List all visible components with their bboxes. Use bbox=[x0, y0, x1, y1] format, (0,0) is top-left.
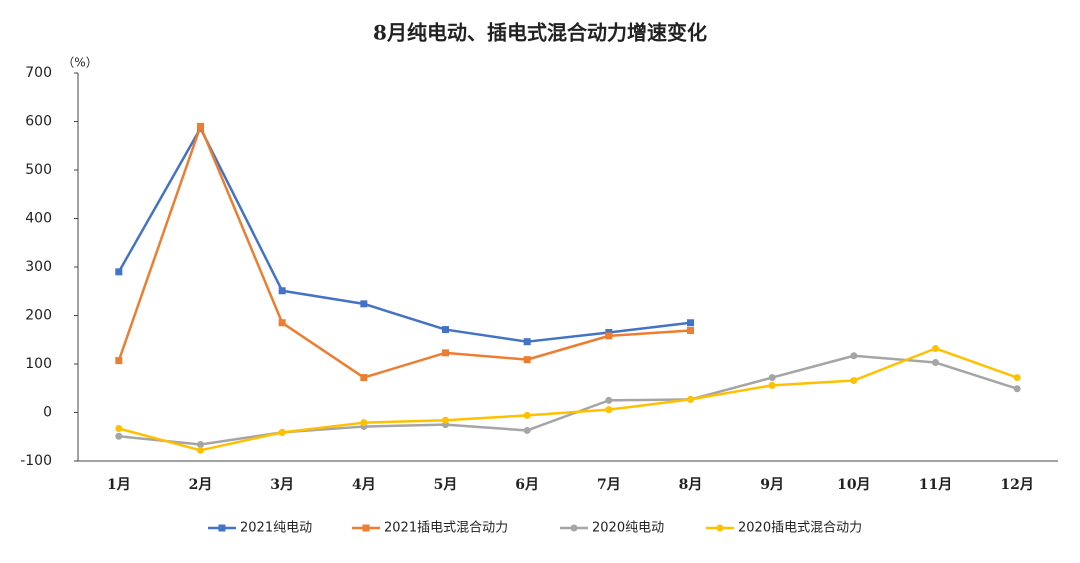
y-tick-label: 400 bbox=[25, 211, 52, 227]
x-tick-label: 12月 bbox=[1000, 477, 1033, 493]
point bbox=[1013, 385, 1021, 393]
y-tick-label: 600 bbox=[25, 114, 52, 130]
y-tick-label: 500 bbox=[25, 162, 52, 178]
y-tick-label: 0 bbox=[43, 405, 52, 421]
point bbox=[115, 432, 123, 440]
point bbox=[442, 416, 449, 424]
point bbox=[523, 356, 531, 364]
point bbox=[523, 411, 531, 419]
x-tick-label: 7月 bbox=[597, 477, 621, 493]
point bbox=[197, 122, 204, 130]
x-tick-label: 11月 bbox=[919, 477, 952, 493]
point bbox=[932, 344, 939, 352]
y-tick-label: 200 bbox=[25, 308, 52, 324]
x-tick-label: 10月 bbox=[837, 477, 870, 493]
point bbox=[687, 319, 694, 327]
point bbox=[278, 319, 286, 327]
x-tick-label: 9月 bbox=[760, 477, 784, 493]
point bbox=[687, 395, 694, 403]
x-tick-label: 4月 bbox=[352, 477, 376, 493]
legend-marker bbox=[362, 524, 370, 532]
legend-label: 2021纯电动 bbox=[240, 521, 312, 536]
point bbox=[360, 419, 368, 427]
y-tick-label: -100 bbox=[20, 453, 52, 469]
x-tick-label: 2月 bbox=[189, 477, 213, 493]
x-tick-label: 1月 bbox=[107, 477, 131, 493]
point bbox=[115, 268, 123, 276]
legend-label: 2021插电式混合动力 bbox=[384, 521, 508, 536]
point bbox=[850, 376, 858, 384]
point bbox=[442, 349, 449, 357]
point bbox=[768, 374, 776, 382]
legend-marker bbox=[570, 524, 578, 532]
legend-label: 2020纯电动 bbox=[592, 521, 664, 536]
legend-marker bbox=[716, 524, 724, 532]
series-line bbox=[117, 125, 691, 379]
series-line bbox=[117, 127, 691, 343]
series-line bbox=[118, 347, 1018, 452]
y-tick-label: 100 bbox=[25, 356, 52, 372]
point bbox=[523, 338, 531, 346]
legend-label: 2020插电式混合动力 bbox=[738, 521, 862, 536]
x-tick-label: 5月 bbox=[434, 477, 458, 493]
chart-title: 8月纯电动、插电式混合动力增速变化 bbox=[373, 21, 707, 45]
point bbox=[360, 374, 368, 382]
point bbox=[605, 332, 613, 340]
point bbox=[360, 300, 368, 308]
point bbox=[115, 357, 123, 365]
point bbox=[278, 428, 286, 436]
x-tick-label: 3月 bbox=[270, 477, 294, 493]
y-tick-label: 300 bbox=[25, 259, 52, 275]
y-unit: （%） bbox=[62, 56, 97, 70]
point bbox=[1013, 374, 1021, 382]
point bbox=[197, 446, 204, 454]
point bbox=[687, 327, 694, 335]
x-tick-label: 6月 bbox=[515, 477, 539, 493]
point bbox=[605, 396, 613, 404]
point bbox=[523, 426, 531, 434]
point bbox=[768, 381, 776, 389]
point bbox=[115, 425, 123, 433]
point bbox=[278, 287, 286, 295]
y-tick-label: 700 bbox=[25, 65, 52, 81]
legend-marker bbox=[218, 524, 226, 532]
point bbox=[197, 441, 204, 449]
point bbox=[605, 406, 613, 414]
point bbox=[850, 352, 858, 360]
point bbox=[932, 359, 939, 367]
x-tick-label: 8月 bbox=[679, 477, 703, 493]
point bbox=[442, 326, 449, 334]
